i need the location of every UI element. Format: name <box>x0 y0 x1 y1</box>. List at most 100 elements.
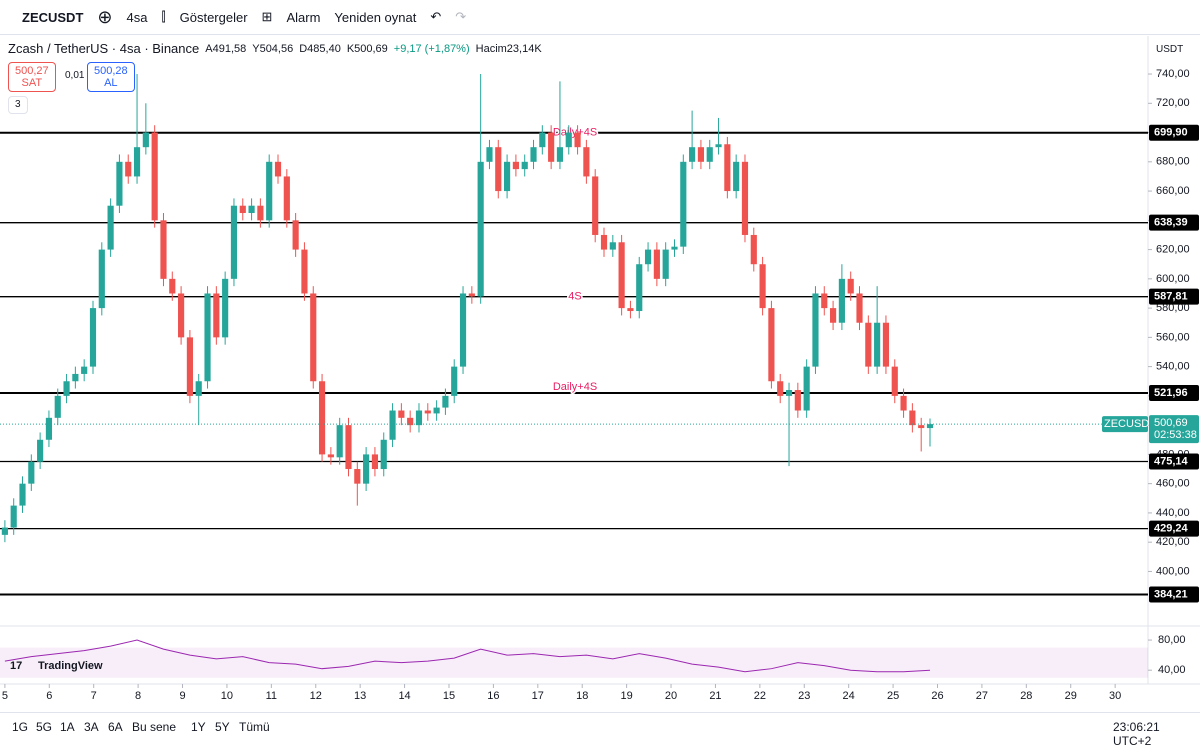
x-tick-label: 14 <box>398 690 410 702</box>
candle-body <box>874 322 881 367</box>
candle-body <box>495 147 502 192</box>
legend-close: K500,69 <box>346 42 388 55</box>
candle-body <box>592 176 599 235</box>
indicator-count[interactable]: 3 <box>8 96 28 114</box>
candle-body <box>900 395 907 411</box>
toolbar: ZECUSDT ⊕ 4sa ⫿ Göstergeler ⊞ Alarm Yeni… <box>0 0 1200 35</box>
candle-body <box>715 144 722 148</box>
x-tick-label: 9 <box>179 690 185 702</box>
range-button[interactable]: 5Y <box>215 720 230 734</box>
candle-body <box>724 144 731 192</box>
y-tick-label: 420,00 <box>1156 536 1190 548</box>
x-tick-label: 20 <box>665 690 677 702</box>
level-tag <box>1149 214 1199 231</box>
bottom-bar: 23:06:21 UTC+2 1G 5G 1A 3A 6A Bu sene 1Y 5Y Tümü <box>0 712 1200 748</box>
rsi-band <box>0 647 1148 678</box>
x-tick-label: 15 <box>443 690 455 702</box>
rsi-tick-label: 40,00 <box>1158 664 1186 676</box>
candle-body <box>671 246 678 250</box>
y-tick-label: 680,00 <box>1156 156 1190 168</box>
templates[interactable]: ⊞ <box>261 9 273 24</box>
range-button[interactable]: 1Y <box>191 720 206 734</box>
candle-body <box>504 161 511 192</box>
y-tick-label: 600,00 <box>1156 273 1190 285</box>
alarm[interactable]: Alarm <box>286 9 321 25</box>
candle-body <box>812 293 819 367</box>
countdown: 02:53:38 <box>1154 429 1197 441</box>
legend: Zcash / TetherUS · 4sa · Binance A491,58… <box>8 41 542 56</box>
candle-body <box>627 308 634 312</box>
y-tick-label: 740,00 <box>1156 68 1190 80</box>
candle-body <box>318 381 326 455</box>
candle-body <box>442 395 449 408</box>
candle-body <box>556 147 564 162</box>
y-tick-label: 560,00 <box>1156 331 1190 343</box>
add[interactable]: ⊕ <box>97 6 113 27</box>
range-button[interactable]: 3A <box>84 720 99 734</box>
candle-body <box>636 264 643 312</box>
candle-body <box>142 132 149 148</box>
range-button[interactable]: 6A <box>108 720 123 734</box>
time: 23:06:21 UTC+2 <box>1113 720 1160 748</box>
candle-body <box>19 483 26 506</box>
candle-body <box>829 308 837 323</box>
candle-body <box>380 439 387 470</box>
candle-body <box>583 147 590 177</box>
rsi-tick-label: 80,00 <box>1158 634 1186 646</box>
replay[interactable]: Yeniden oynat <box>334 9 417 25</box>
range-button[interactable]: Tümü <box>239 720 270 734</box>
x-tick-label: 16 <box>487 690 499 702</box>
x-tick-label: 26 <box>931 690 943 702</box>
candle-body <box>644 249 652 265</box>
sell-button[interactable]: 500,27 SAT <box>8 62 56 92</box>
candle-body <box>169 278 176 294</box>
candle-body <box>54 395 61 418</box>
candle-body <box>662 249 669 279</box>
candle-body <box>222 278 229 338</box>
candle-body <box>926 424 934 429</box>
candle-body <box>689 147 696 162</box>
indicators[interactable]: Göstergeler <box>179 9 248 25</box>
candle-body <box>847 278 854 294</box>
candle-body <box>451 366 458 396</box>
sell-price: 500,27 <box>15 65 49 77</box>
x-tick-label: 18 <box>576 690 588 702</box>
x-tick-label: 25 <box>887 690 899 702</box>
candle-body <box>407 417 414 426</box>
x-tick-label: 22 <box>754 690 766 702</box>
candle-body <box>512 161 519 170</box>
y-tick-label: 460,00 <box>1156 478 1190 490</box>
level-tag <box>1149 586 1199 603</box>
x-tick-label: 29 <box>1065 690 1077 702</box>
redo[interactable]: ↷ <box>455 9 467 24</box>
candle-body <box>72 373 79 382</box>
x-tick-label: 23 <box>798 690 810 702</box>
candle-body <box>609 242 616 250</box>
interval[interactable]: 4sa <box>126 9 148 25</box>
axis-currency[interactable]: USDT <box>1156 44 1184 55</box>
symbol-tag-bg <box>1102 416 1148 433</box>
level-label: 587,81 <box>1154 291 1188 303</box>
x-tick-label: 24 <box>843 690 855 702</box>
candle-body <box>151 132 158 221</box>
range-button[interactable]: 1G <box>12 720 29 734</box>
range-button[interactable]: 1A <box>60 720 75 734</box>
y-tick-label: 440,00 <box>1156 507 1190 519</box>
candle-body <box>785 390 793 396</box>
range-button[interactable]: 5G <box>36 720 53 734</box>
undo[interactable]: ↶ <box>430 9 442 24</box>
candle-body <box>618 242 625 309</box>
x-tick-label: 17 <box>532 690 544 702</box>
legend-open: A491,58 <box>205 42 247 55</box>
candle-body <box>600 234 608 250</box>
candle-body <box>733 161 740 192</box>
symbol[interactable]: ZECUSDT <box>22 9 84 25</box>
candle-body <box>195 381 202 396</box>
x-tick-label: 10 <box>221 690 233 702</box>
candle-body <box>759 264 766 309</box>
x-tick-label: 19 <box>621 690 633 702</box>
chart-type[interactable]: ⫿ <box>161 9 166 24</box>
buy-button[interactable]: 500,28 AL <box>87 62 135 92</box>
range-button[interactable]: Bu sene <box>132 720 177 734</box>
symbol-tag: ZECUSDT <box>1104 418 1156 430</box>
